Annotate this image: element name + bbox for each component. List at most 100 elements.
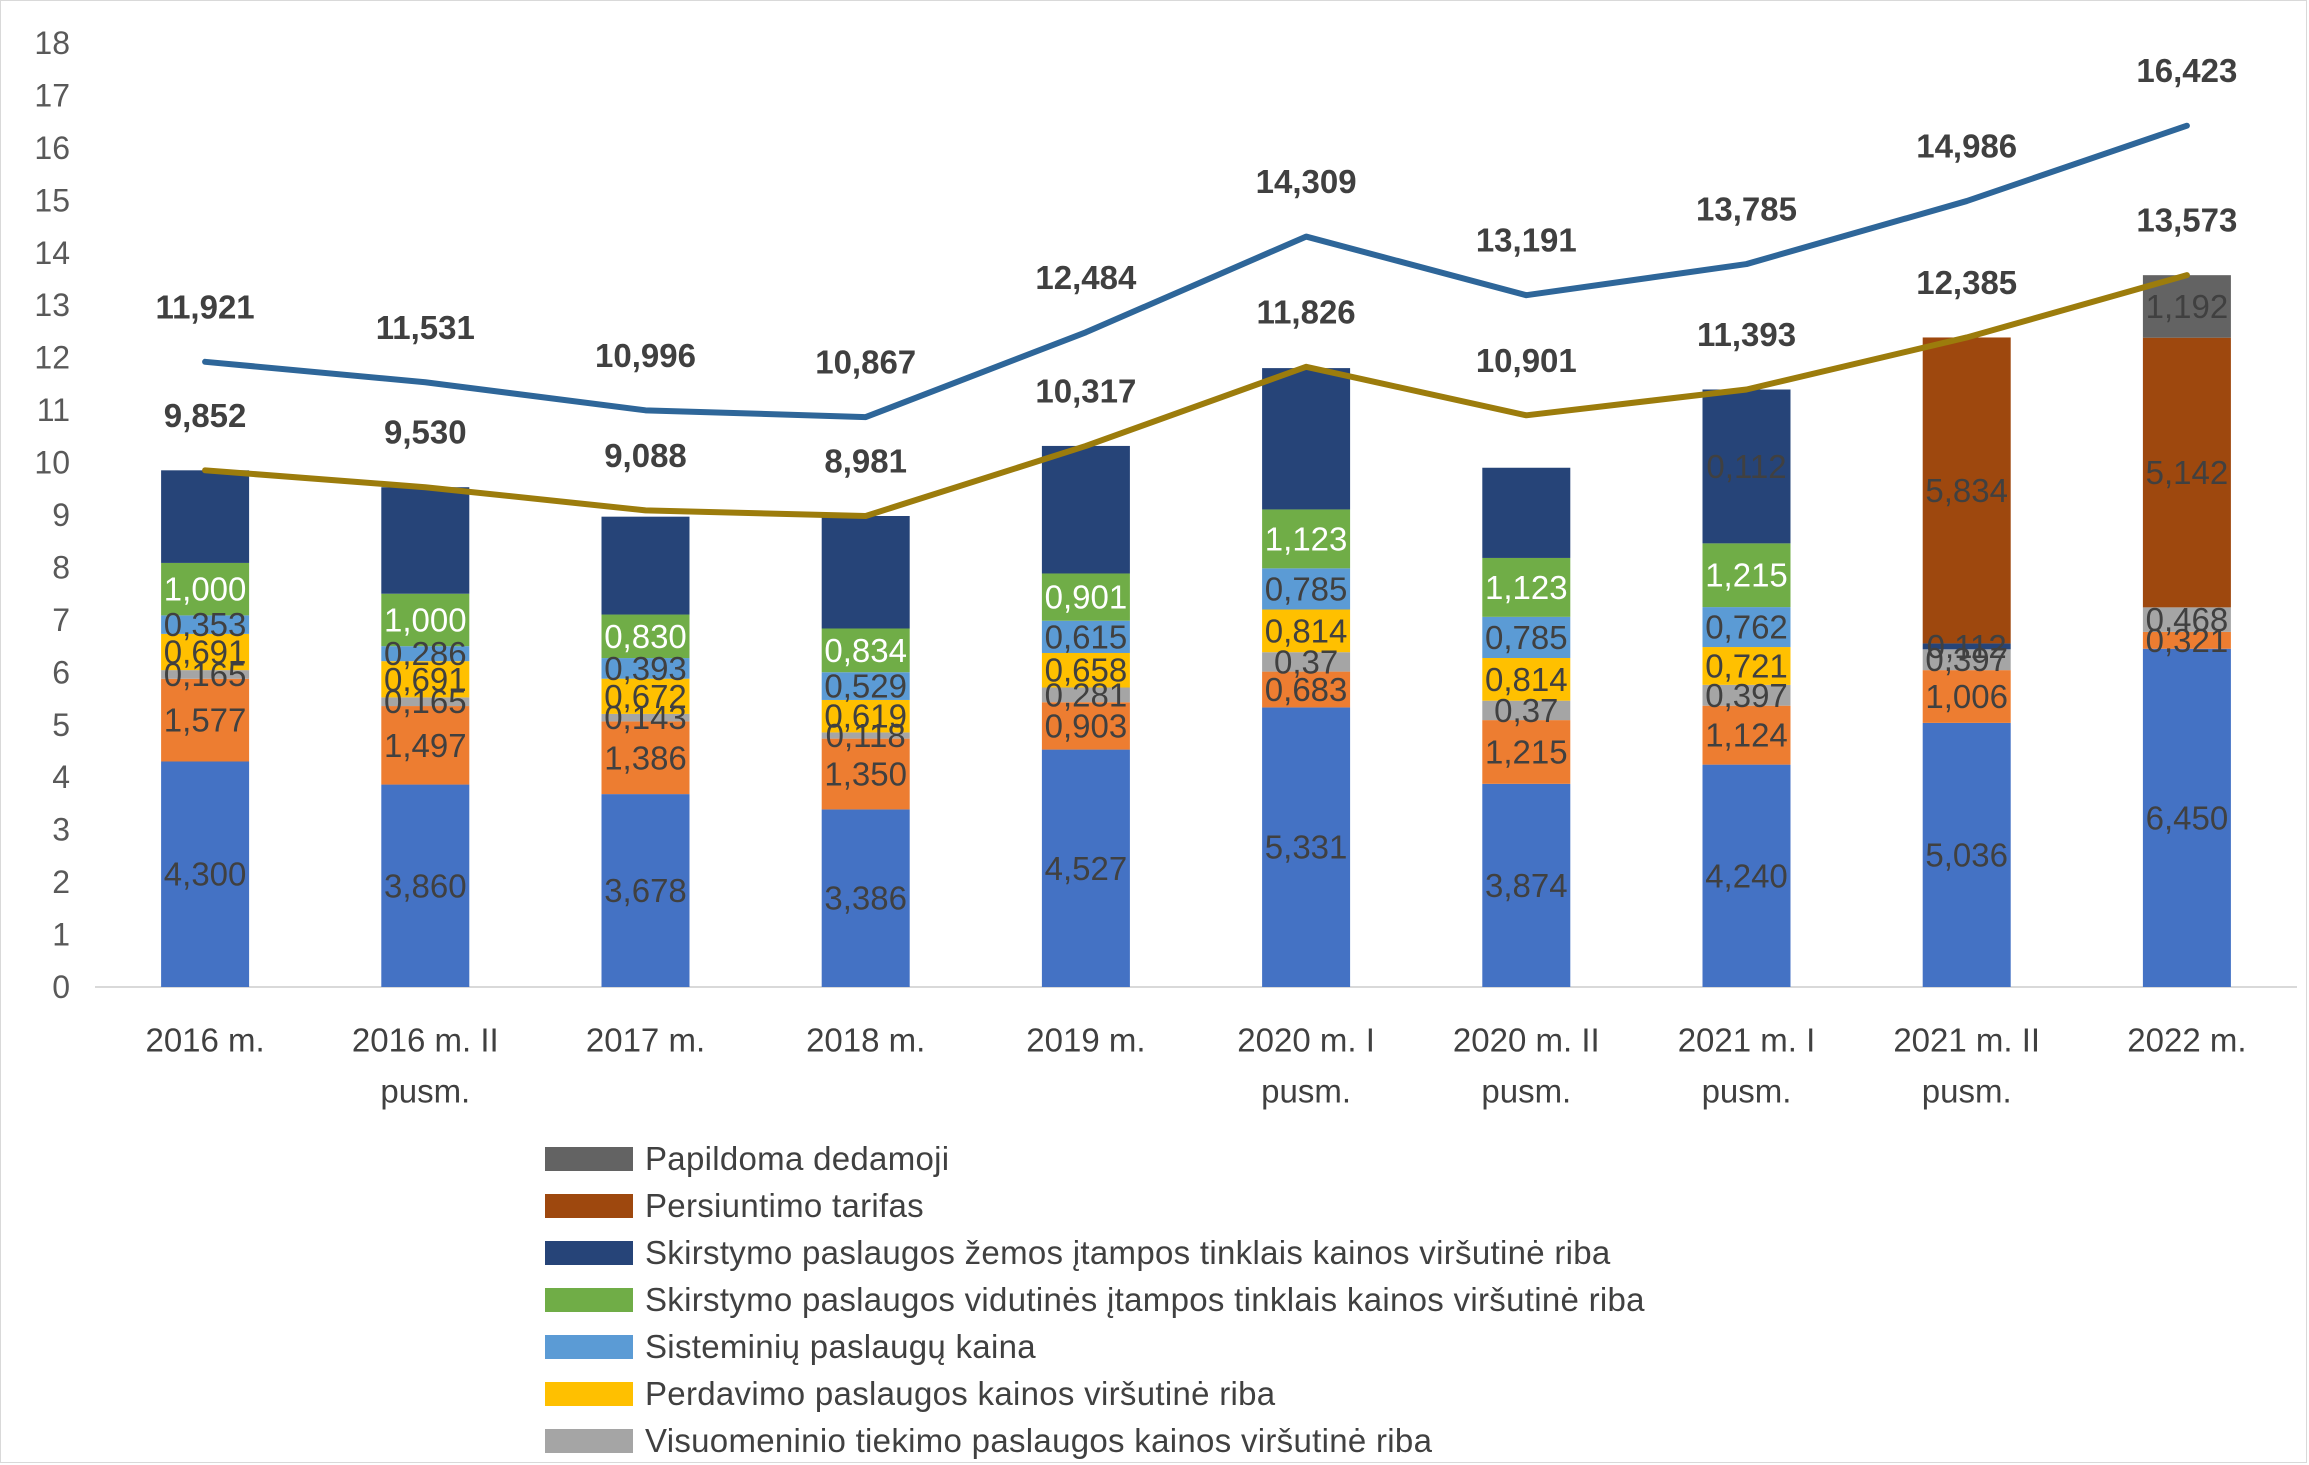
series-line [202,122,2190,421]
bar-data-label: 0,721 [1705,647,1788,684]
bar-data-label: 0,901 [1045,579,1128,616]
bar-segment [1482,783,1571,987]
bar-data-label: 0,353 [164,606,247,643]
line-data-label: 10,317 [1035,372,1136,409]
bar-segment [601,721,690,795]
bar-segment [1041,573,1130,621]
x-tick-label: 2016 m. [145,1022,264,1059]
legend-item: Persiuntimo tarifas [545,1182,1645,1229]
legend-label: Persiuntimo tarifas [645,1186,924,1224]
bar-segment [161,678,250,762]
bar-data-label: 0,785 [1265,570,1348,607]
bar-segment [1702,543,1791,608]
line-data-label: 10,996 [595,337,696,374]
y-tick-label: 16 [34,130,70,166]
bar-data-label: 0,393 [604,650,687,687]
legend-item: Skirstymo paslaugos vidutinės įtampos ti… [545,1276,1645,1323]
x-tick-label: 2020 m. I [1237,1022,1375,1059]
y-tick-label: 4 [52,759,70,795]
legend-item: Sisteminių paslaugų kaina [545,1323,1645,1370]
x-tick-label: 2017 m. [586,1022,705,1059]
line-data-label: 11,393 [1697,316,1796,353]
bar-segment [2142,607,2231,632]
y-tick-label: 5 [52,707,70,743]
bar-segment [601,794,690,987]
bar-data-label: 4,240 [1705,857,1788,894]
y-tick-label: 3 [52,812,70,848]
bar-segment [1262,707,1351,987]
bar-data-label: 0,37 [1274,643,1338,680]
bar-segment [601,678,690,714]
bar-segment [1702,647,1791,685]
bar-segment [381,646,470,662]
x-tick-label: pusm. [380,1073,470,1110]
legend-item: Visuomeninio tiekimo paslaugos kainos vi… [545,1417,1645,1464]
bar-data-label: 0,683 [1265,671,1348,708]
bar-data-label: 3,386 [824,880,907,917]
bar-segment [1482,467,1571,558]
bar-data-label: 0,672 [604,678,687,715]
bar-segment [161,633,250,671]
legend-label: Visuomeninio tiekimo paslaugos kainos vi… [645,1421,1433,1459]
bar-segment [821,809,910,987]
line-data-label: 12,385 [1916,264,2017,301]
y-tick-label: 7 [52,602,70,638]
bar-data-label: 0,397 [1705,677,1788,714]
bar-segment [601,713,690,722]
bar-data-label: 1,215 [1705,557,1788,594]
series-line [202,272,2190,519]
y-tick-label: 17 [34,77,70,113]
bar-data-label: 0,165 [164,656,247,693]
bar-segment [821,628,910,673]
bar-data-label: 0,615 [1045,618,1128,655]
bar-segment [381,661,470,698]
bar-data-label: 1,497 [384,727,467,764]
bar-segment [821,672,910,700]
bar-segment [1702,607,1791,648]
bar-segment [1041,749,1130,987]
x-tick-label: 2019 m. [1026,1022,1145,1059]
bar-data-label: 0,165 [384,683,467,720]
bar-segment [2142,631,2231,649]
legend-swatch [545,1193,633,1218]
bar-data-label: 0,691 [384,661,467,698]
legend-swatch [545,1381,633,1406]
y-tick-label: 18 [34,25,70,61]
bar-data-label: 0,691 [164,634,247,671]
bar-segment [381,784,470,987]
bar-segment [1262,568,1351,610]
x-tick-label: 2021 m. II [1893,1022,2040,1059]
bar-segment [1482,658,1571,701]
y-tick-label: 11 [37,392,70,428]
bar-data-label: 4,527 [1045,850,1128,887]
bar-segment [821,515,910,629]
bar-data-label: 1,215 [1485,733,1568,770]
bar-data-label: 0,814 [1485,661,1568,698]
bar-data-label: 0,397 [1925,641,2008,678]
bar-segment [1482,700,1571,721]
bar-data-label: 1,000 [164,571,247,608]
bar-segment [1041,652,1130,688]
bar-data-label: 0,468 [2146,601,2229,638]
bar-segment [1482,720,1571,784]
bar-segment [1482,557,1571,617]
y-tick-label: 0 [52,969,70,1005]
bar-data-label: 5,036 [1925,836,2008,873]
x-tick-label: pusm. [1922,1073,2012,1110]
bar-data-label: 0,112 [1706,448,1786,485]
line-data-label: 11,921 [156,288,255,325]
y-tick-label: 1 [52,917,70,953]
bar-segment [821,738,910,810]
x-tick-label: pusm. [1261,1073,1351,1110]
bar-data-label: 0,658 [1045,652,1128,689]
bar-segment [381,697,470,707]
legend-label: Skirstymo paslaugos žemos įtampos tinkla… [645,1233,1611,1271]
line-data-label: 11,531 [376,309,475,346]
bar-segment [821,699,910,733]
legend-item: Papildoma dedamoji [545,1135,1645,1182]
x-tick-label: pusm. [1702,1073,1792,1110]
x-tick-label: pusm. [1481,1073,1571,1110]
bar-segment [2142,648,2231,987]
